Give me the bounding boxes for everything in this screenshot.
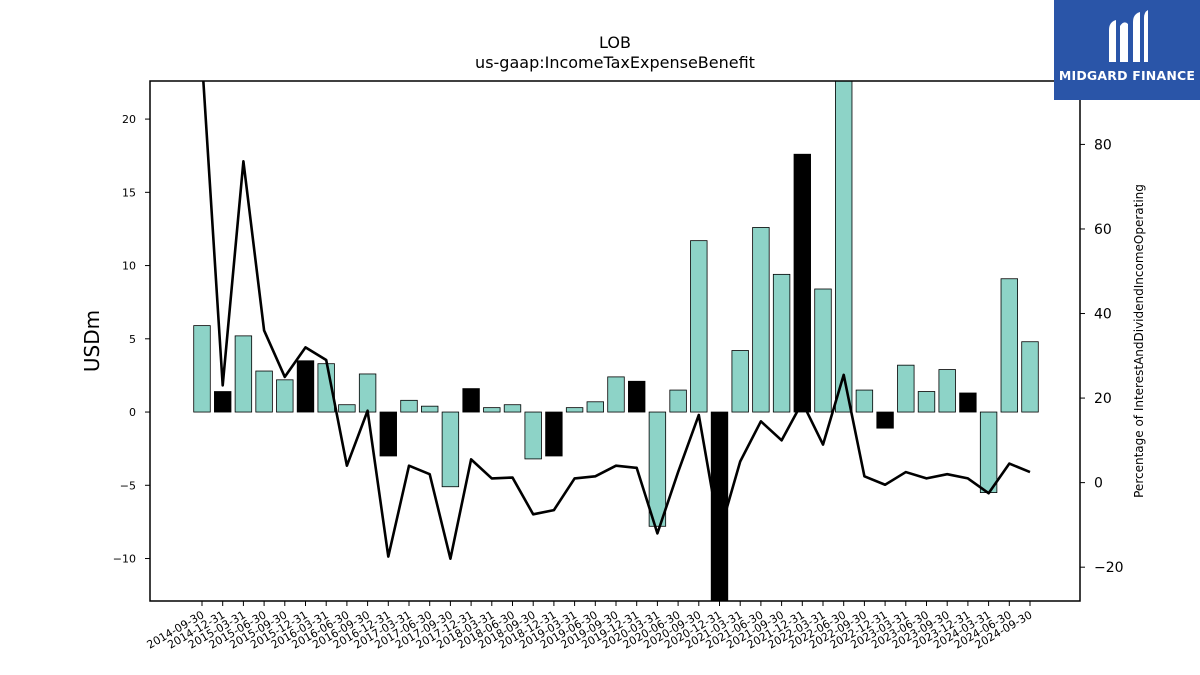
bar-2014-09-30 [193, 325, 211, 413]
bar-2019-03-31 [565, 407, 584, 413]
bar-2017-09-30 [441, 411, 460, 488]
y-tick-label: 0 [129, 406, 136, 419]
midgard-finance-logo: MIDGARD FINANCE [1054, 0, 1200, 100]
bar-2022-09-30 [855, 389, 874, 413]
bar-2016-12-31 [379, 411, 397, 457]
y-axis-label: USDm [80, 310, 104, 372]
bar-2018-09-30 [524, 411, 542, 460]
bar-2014-12-31 [214, 391, 232, 413]
bar-2016-06-30 [338, 404, 356, 413]
midgard-logo-icon [1109, 10, 1148, 62]
y2-tick-label: 20 [1094, 391, 1112, 407]
bar-2023-03-31 [897, 364, 915, 413]
bar-2018-03-31 [483, 407, 501, 413]
bar-2018-12-31 [545, 411, 563, 457]
y2-axis-label: Percentage of InterestAndDividendIncomeO… [1132, 184, 1146, 498]
bar-2015-06-30 [255, 370, 273, 413]
bar-2015-09-30 [276, 379, 294, 413]
bar-2015-03-31 [234, 335, 253, 413]
percentage-line [202, 81, 1031, 561]
y-tick-label: 5 [129, 333, 136, 346]
y-tick-label: 15 [122, 186, 136, 199]
bar-2022-03-31 [814, 288, 832, 413]
chart-title: LOB [599, 33, 631, 52]
y2-tick-label: 60 [1094, 222, 1112, 238]
y2-tick-label: 80 [1094, 137, 1112, 153]
bar-2023-12-31 [959, 392, 977, 413]
bar-2020-03-31 [648, 411, 667, 527]
bar-2024-09-30 [1021, 341, 1039, 413]
bar-2021-06-30 [752, 227, 770, 413]
bar-2023-06-30 [917, 391, 936, 413]
bar-2023-09-30 [938, 369, 956, 413]
y2-tick-label: 0 [1094, 476, 1103, 492]
x-axis: 2014-09-302014-12-312015-03-312015-06-30… [145, 601, 1035, 652]
bar-2019-06-30 [586, 401, 604, 413]
left-axis: −10 −5 0 5 10 15 20 [113, 113, 150, 566]
chart-subtitle: us-gaap:IncomeTaxExpenseBenefit [475, 53, 755, 72]
bar-2021-12-31 [793, 153, 811, 413]
bar-2018-06-30 [503, 404, 522, 413]
bar-2022-06-30 [835, 81, 853, 413]
bar-2024-03-31 [979, 411, 998, 494]
y-tick-label: 10 [122, 260, 136, 273]
plot-area [193, 81, 1039, 601]
y-tick-label: −10 [113, 553, 136, 566]
bar-2015-12-31 [296, 360, 315, 413]
bar-2019-09-30 [607, 376, 625, 413]
y-tick-label: 20 [122, 113, 136, 126]
bar-2017-03-31 [400, 399, 418, 413]
bar-2016-09-30 [358, 373, 377, 413]
right-axis: −20 0 20 40 60 80 [1080, 137, 1124, 576]
bar-2019-12-31 [628, 380, 646, 413]
bar-2022-12-31 [876, 411, 894, 429]
bar-2021-09-30 [772, 273, 791, 413]
plot-frame [149, 80, 1081, 602]
bar-2024-06-30 [1000, 278, 1018, 413]
y2-tick-label: −20 [1094, 560, 1124, 576]
y2-tick-label: 40 [1094, 307, 1112, 323]
bar-2020-06-30 [669, 389, 687, 413]
bar-2017-06-30 [421, 405, 439, 413]
bar-2020-09-30 [690, 240, 708, 413]
bar-2017-12-31 [462, 388, 480, 413]
bar-2021-03-31 [731, 350, 749, 413]
logo-text: MIDGARD FINANCE [1058, 68, 1196, 83]
y-tick-label: −5 [120, 479, 136, 492]
